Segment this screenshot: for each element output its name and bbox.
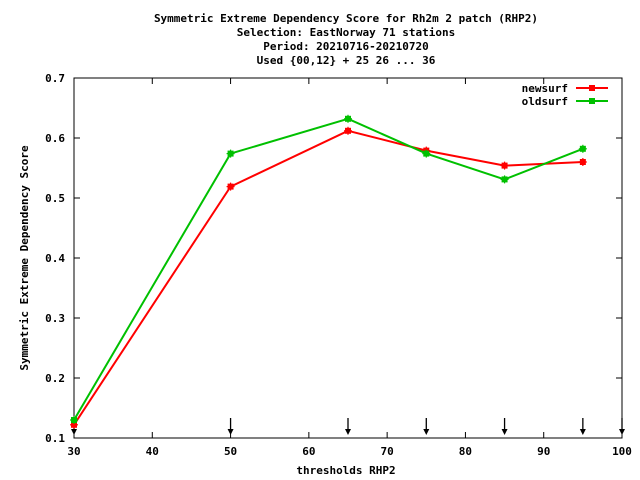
x-tick-label: 30 [67,445,80,458]
chart-title: Symmetric Extreme Dependency Score for R… [154,12,538,67]
y-axis-label: Symmetric Extreme Dependency Score [18,145,31,371]
series-newsurf [70,126,587,429]
x-tick-label: 90 [537,445,550,458]
x-axis-ticks: 30 40 50 60 70 80 90 100 [67,78,632,458]
y-tick-label: 0.4 [45,252,65,265]
legend-label-newsurf: newsurf [522,82,568,95]
y-tick-label: 0.2 [45,372,65,385]
y-tick-label: 0.6 [45,132,65,145]
threshold-arrow-icon [345,418,351,435]
y-axis-ticks: 0.1 0.2 0.3 0.4 0.5 0.6 0.7 [45,72,622,445]
threshold-arrow-icon [227,418,234,435]
title-line-2: Selection: EastNorway 71 stations [237,26,456,39]
title-line-3: Period: 20210716-20210720 [263,40,429,53]
x-tick-label: 50 [224,445,237,458]
series-line-newsurf [73,129,583,426]
x-axis-label: thresholds RHP2 [296,464,395,477]
legend-label-oldsurf: oldsurf [522,95,568,108]
legend-entry-oldsurf: oldsurf [522,95,608,108]
threshold-arrow-icon [423,418,430,435]
x-tick-label: 80 [459,445,472,458]
series-layer [70,114,587,429]
x-tick-label: 70 [381,445,394,458]
series-oldsurf [70,114,587,424]
threshold-markers [71,418,625,435]
y-tick-label: 0.5 [45,192,65,205]
x-tick-label: 40 [146,445,159,458]
title-line-4: Used {00,12} + 25 26 ... 36 [257,54,436,67]
series-line-oldsurf [73,117,584,421]
legend-entry-newsurf: newsurf [522,82,608,95]
y-tick-label: 0.1 [45,432,65,445]
x-tick-label: 100 [612,445,632,458]
x-tick-label: 60 [302,445,315,458]
threshold-arrow-icon [579,418,586,435]
threshold-arrow-icon [501,418,508,435]
title-line-1: Symmetric Extreme Dependency Score for R… [154,12,538,25]
threshold-arrow-icon [619,418,625,435]
y-tick-label: 0.7 [45,72,65,85]
y-tick-label: 0.3 [45,312,65,325]
